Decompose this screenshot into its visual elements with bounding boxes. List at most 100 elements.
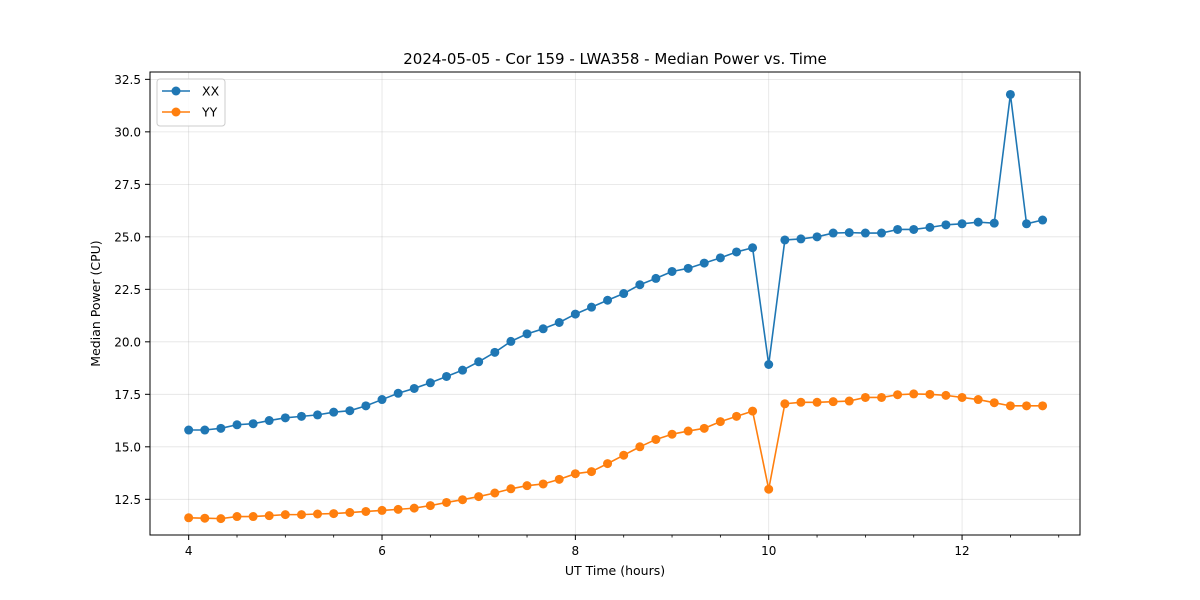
data-point-xx	[828, 228, 838, 238]
y-tick-label: 15.0	[114, 440, 141, 454]
data-point-yy	[667, 429, 677, 439]
data-point-xx	[216, 423, 226, 433]
data-point-yy	[748, 406, 758, 416]
data-point-xx	[313, 410, 323, 420]
data-point-xx	[989, 218, 999, 228]
data-point-xx	[699, 258, 709, 268]
data-point-yy	[812, 397, 822, 407]
data-point-yy	[490, 488, 500, 498]
x-tick-label: 10	[761, 544, 776, 558]
data-point-xx	[973, 217, 983, 227]
data-point-yy	[941, 390, 951, 400]
data-point-yy	[313, 509, 323, 519]
data-point-xx	[490, 347, 500, 357]
data-point-yy	[474, 492, 484, 502]
data-point-yy	[603, 459, 613, 469]
data-point-xx	[1005, 89, 1015, 99]
x-tick-label: 8	[572, 544, 580, 558]
y-tick-label: 20.0	[114, 335, 141, 349]
data-point-yy	[538, 479, 548, 489]
data-point-yy	[828, 397, 838, 407]
data-point-yy	[409, 503, 419, 513]
legend-label-yy: YY	[201, 105, 218, 120]
data-point-yy	[393, 504, 403, 514]
data-point-yy	[957, 392, 967, 402]
data-point-yy	[248, 512, 258, 522]
data-point-xx	[184, 425, 194, 435]
data-point-xx	[345, 406, 355, 416]
data-point-yy	[715, 417, 725, 427]
data-point-xx	[570, 309, 580, 319]
data-point-xx	[280, 413, 290, 423]
data-point-yy	[587, 467, 597, 477]
data-point-yy	[361, 506, 371, 516]
data-point-xx	[458, 365, 468, 375]
x-tick-label: 12	[954, 544, 969, 558]
data-point-yy	[732, 411, 742, 421]
data-point-xx	[538, 324, 548, 334]
legend-item-xx: XX	[162, 84, 220, 99]
data-point-yy	[893, 390, 903, 400]
data-point-xx	[780, 235, 790, 245]
data-point-yy	[909, 389, 919, 399]
data-point-xx	[925, 222, 935, 232]
data-point-yy	[877, 392, 887, 402]
data-point-xx	[715, 253, 725, 263]
data-point-yy	[780, 399, 790, 409]
data-point-xx	[667, 266, 677, 276]
legend-marker-yy	[171, 107, 181, 117]
data-point-yy	[329, 509, 339, 519]
data-point-yy	[216, 514, 226, 524]
y-tick-label: 22.5	[114, 283, 141, 297]
plot-area-frame	[149, 71, 1081, 536]
data-point-xx	[619, 289, 629, 299]
data-point-xx	[957, 219, 967, 229]
y-tick-label: 25.0	[114, 230, 141, 244]
data-point-xx	[651, 273, 661, 283]
y-tick-label: 32.5	[114, 73, 141, 87]
data-point-yy	[796, 397, 806, 407]
data-point-yy	[635, 442, 645, 452]
data-point-yy	[619, 450, 629, 460]
data-point-xx	[893, 224, 903, 234]
data-point-yy	[345, 508, 355, 518]
data-point-yy	[1038, 401, 1048, 411]
data-point-yy	[458, 495, 468, 505]
series-yy	[184, 389, 1048, 524]
data-point-xx	[506, 336, 516, 346]
data-point-xx	[554, 318, 564, 327]
data-point-yy	[506, 484, 516, 494]
data-point-yy	[377, 505, 387, 515]
data-point-yy	[264, 511, 274, 521]
data-point-xx	[377, 395, 387, 405]
data-point-xx	[409, 383, 419, 393]
data-point-xx	[844, 228, 854, 238]
data-point-xx	[941, 220, 951, 230]
data-point-xx	[812, 232, 822, 242]
data-point-yy	[522, 481, 532, 491]
y-axis: 12.5 15.0 17.5 20.0 22.5 25.0 27.5 30.0 32.5	[114, 73, 150, 507]
series	[184, 89, 1048, 524]
legend-item-yy: YY	[162, 105, 218, 120]
data-point-xx	[264, 416, 274, 426]
y-tick-label: 17.5	[114, 388, 141, 402]
data-point-xx	[200, 425, 210, 435]
data-point-xx	[474, 357, 484, 367]
data-point-yy	[860, 392, 870, 402]
data-point-xx	[522, 329, 532, 339]
data-point-xx	[1038, 215, 1048, 225]
x-axis: 4 6 8 10 12	[185, 535, 1060, 558]
data-point-xx	[764, 360, 774, 369]
data-point-xx	[232, 420, 242, 430]
data-point-xx	[1022, 219, 1032, 229]
data-point-yy	[232, 512, 242, 522]
data-point-xx	[683, 263, 693, 273]
data-point-xx	[748, 243, 758, 253]
data-point-xx	[248, 419, 258, 429]
y-tick-label: 27.5	[114, 178, 141, 192]
y-axis-label: Median Power (CPU)	[88, 240, 103, 366]
data-point-xx	[860, 228, 870, 238]
y-tick-label: 12.5	[114, 493, 141, 507]
data-point-xx	[603, 295, 613, 305]
